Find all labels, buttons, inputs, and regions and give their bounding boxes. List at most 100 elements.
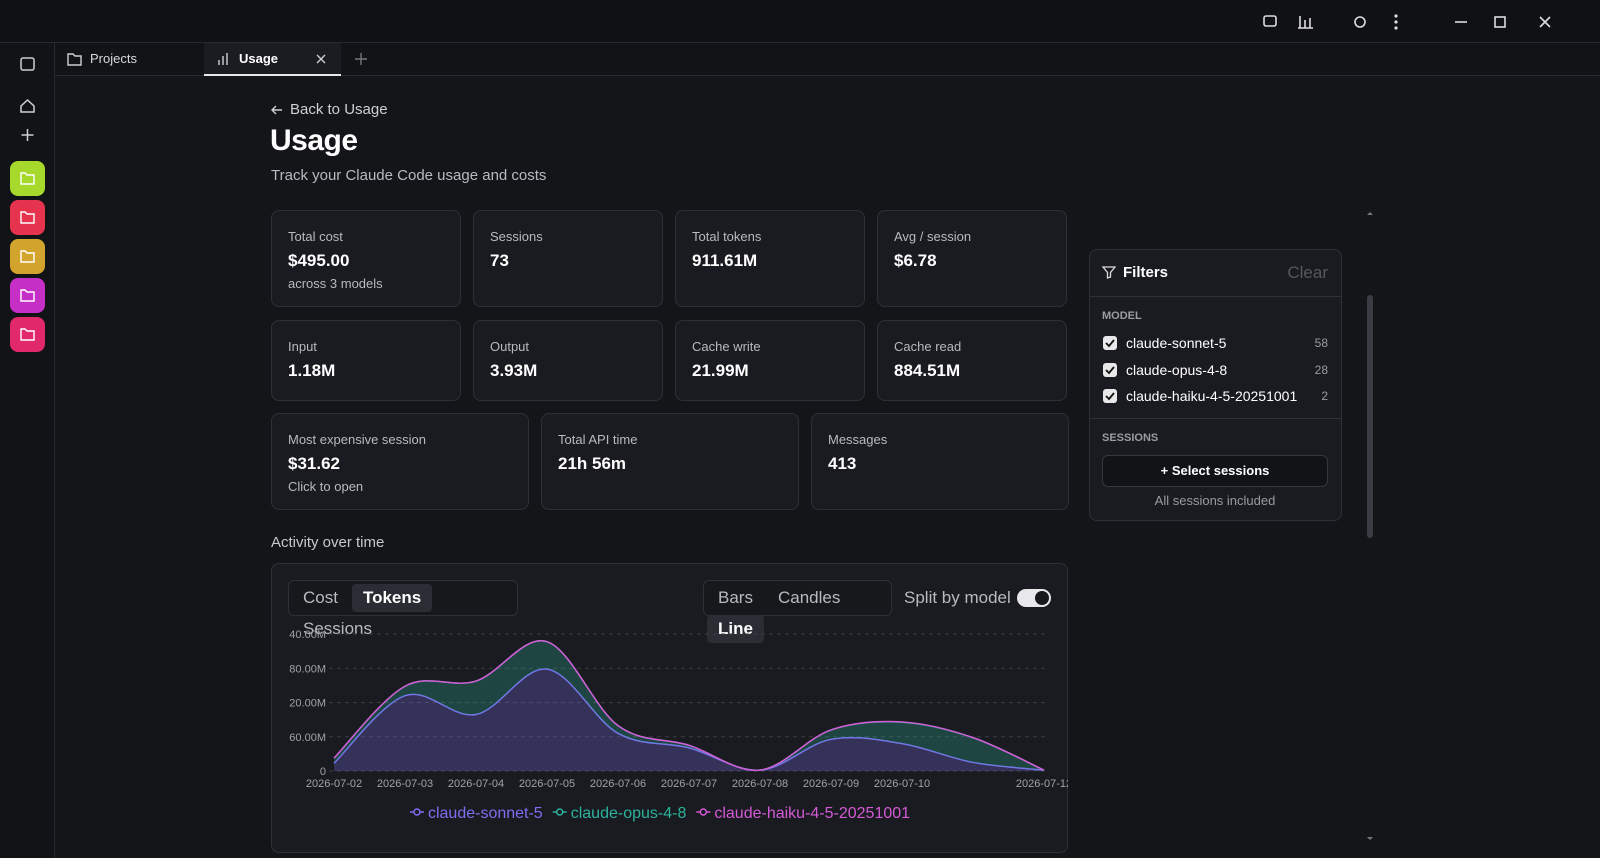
- stat-value: $31.62: [288, 454, 340, 473]
- stat-card: Cache read 884.51M: [877, 320, 1067, 401]
- chart: 0 60.00M 20.00M 80.00M 40.00M 2026-07-02 2026-…: [289, 629, 1068, 822]
- stat-label: Cache write: [692, 339, 761, 354]
- agent-icon[interactable]: [1263, 15, 1277, 27]
- project-button[interactable]: [10, 200, 45, 235]
- clear-button[interactable]: Clear: [1287, 263, 1328, 282]
- stat-label: Total tokens: [692, 229, 762, 244]
- stat-value: 1.18M: [288, 361, 336, 380]
- model-count: 2: [1321, 389, 1328, 403]
- segment-button[interactable]: Tokens: [351, 584, 433, 612]
- check: [1105, 339, 1115, 348]
- stat-label: Output: [490, 339, 530, 354]
- stat-value: $495.00: [288, 251, 350, 270]
- area: [334, 668, 1044, 771]
- more-icon[interactable]: [1394, 14, 1398, 30]
- model-name[interactable]: claude-sonnet-5: [1126, 335, 1227, 351]
- check: [1105, 392, 1115, 401]
- stat-value: 21.99M: [692, 361, 749, 380]
- x-tick-label: 2026-07-04: [448, 778, 504, 790]
- x-tick-label: 2026-07-12: [1016, 778, 1068, 790]
- segment-button[interactable]: Cost: [303, 588, 338, 607]
- project-button[interactable]: [10, 161, 45, 196]
- check: [1105, 365, 1115, 374]
- section-heading: SESSIONS: [1102, 432, 1159, 444]
- legend-swatch: [699, 808, 708, 816]
- checkbox[interactable]: [1103, 336, 1117, 350]
- legend-label[interactable]: claude-opus-4-8: [571, 805, 687, 822]
- project-button[interactable]: [10, 239, 45, 274]
- y-tick-label: 20.00M: [289, 698, 326, 710]
- filter-icon: [1102, 266, 1116, 279]
- y-tick-label: 60.00M: [289, 732, 326, 744]
- x-tick-label: 2026-07-02: [306, 778, 362, 790]
- back-arrow[interactable]: [270, 103, 286, 117]
- stat-card[interactable]: Most expensive session $31.62 Click to ope…: [271, 413, 529, 510]
- back-link[interactable]: Back to Usage: [290, 101, 388, 118]
- folder-icon: [20, 289, 35, 302]
- segment-button[interactable]: Candles: [777, 588, 841, 607]
- tab-label[interactable]: Usage: [239, 51, 279, 66]
- toggle-knob: [1035, 591, 1049, 605]
- stat-value: 911.61M: [692, 251, 758, 270]
- legend-label[interactable]: claude-haiku-4-5-20251001: [714, 805, 910, 822]
- stat-card: Input 1.18M: [271, 320, 461, 401]
- stat-label: Sessions: [490, 229, 543, 244]
- segment-button[interactable]: Line: [707, 615, 764, 643]
- folder-icon: [20, 328, 35, 341]
- mode-switch: Bars Candles Line: [703, 580, 892, 643]
- stat-card: Sessions 73: [473, 210, 663, 307]
- folder-icon: [20, 250, 35, 263]
- select-sessions[interactable]: + Select sessions: [1102, 455, 1328, 487]
- home[interactable]: [20, 98, 35, 113]
- checkbox[interactable]: [1103, 362, 1117, 377]
- stat-label: Avg / session: [894, 229, 972, 244]
- settings-icon[interactable]: [1354, 16, 1366, 28]
- legend-label[interactable]: claude-sonnet-5: [428, 805, 543, 822]
- section-heading: MODEL: [1102, 310, 1142, 322]
- metric-switch: Cost Tokens Sessions: [288, 580, 518, 638]
- stat-note: across 3 models: [288, 276, 383, 291]
- model-count: 28: [1314, 362, 1328, 377]
- x-tick-label: 2026-07-05: [519, 778, 575, 790]
- segment-button[interactable]: Sessions: [303, 619, 372, 638]
- tab-icons: [67, 53, 367, 66]
- close-tab[interactable]: [316, 54, 326, 64]
- folder-icon: [67, 53, 82, 66]
- segment-button[interactable]: Bars: [718, 588, 753, 607]
- scrollbar-thumb[interactable]: [1367, 295, 1373, 538]
- close-window[interactable]: [1539, 16, 1551, 28]
- usage-icon[interactable]: [1298, 16, 1313, 29]
- y-tick-label: 0: [320, 766, 326, 778]
- stat-card: Total API time 21h 56m: [541, 413, 799, 510]
- scroll-arrows: [1367, 212, 1373, 840]
- restore[interactable]: [1494, 16, 1506, 28]
- stat-card: Messages 413: [811, 413, 1069, 510]
- filters-title: Filters: [1123, 264, 1169, 281]
- stat-card: Avg / session $6.78: [877, 210, 1067, 307]
- title-bar: [0, 0, 1600, 43]
- new-tab[interactable]: [355, 53, 367, 65]
- legend-swatch: [413, 808, 421, 816]
- model-name[interactable]: claude-haiku-4-5-20251001: [1126, 388, 1298, 404]
- stat-label: Messages: [828, 432, 888, 447]
- toggle-sidebar[interactable]: [20, 57, 35, 71]
- project-button[interactable]: [10, 317, 45, 352]
- legend: claude-sonnet-5 claude-opus-4-8 claude-hai…: [409, 805, 910, 822]
- divider: [1090, 418, 1341, 419]
- model-name[interactable]: claude-opus-4-8: [1126, 361, 1228, 378]
- project-button[interactable]: [10, 278, 45, 313]
- checkbox[interactable]: [1103, 389, 1117, 403]
- split-toggle[interactable]: [1017, 589, 1051, 607]
- tab-label[interactable]: Projects: [90, 51, 137, 66]
- x-tick-label: 2026-07-07: [661, 778, 717, 790]
- area: [334, 640, 1044, 771]
- x-tick-label: 2026-07-03: [377, 778, 433, 790]
- stat-value: 73: [490, 251, 509, 270]
- stat-note: Click to open: [288, 479, 364, 494]
- new-project[interactable]: [21, 129, 34, 141]
- stat-label: Cache read: [894, 339, 962, 354]
- stat-value: 884.51M: [894, 361, 961, 380]
- legend-swatch: [555, 808, 564, 816]
